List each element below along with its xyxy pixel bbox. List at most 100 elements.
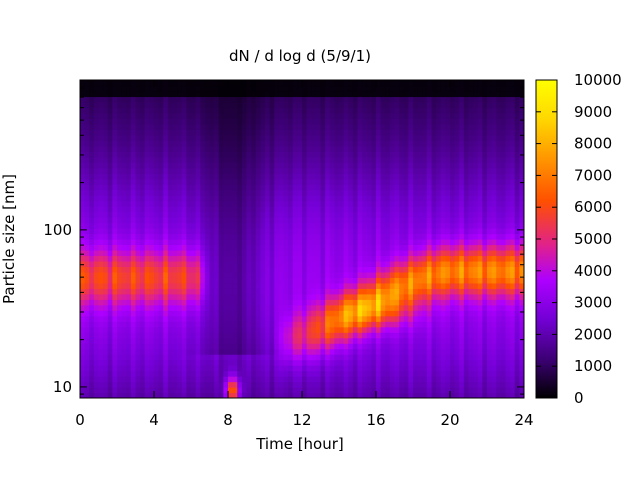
heatmap-cell [389, 129, 396, 136]
heatmap-cell [417, 156, 423, 163]
heatmap-cell [186, 337, 192, 344]
heatmap-cell [468, 282, 474, 289]
heatmap-cell [241, 129, 248, 136]
heatmap-cell [325, 381, 331, 388]
heatmap-cell [269, 101, 275, 109]
heatmap-cell [352, 387, 359, 394]
heatmap-cell [89, 140, 95, 147]
heatmap-cell [306, 271, 312, 278]
heatmap-cell [177, 255, 183, 262]
heatmap-cell [352, 151, 359, 158]
heatmap-cell [200, 332, 206, 339]
heatmap-cell [93, 255, 100, 262]
heatmap-cell [135, 343, 141, 350]
heatmap-cell [269, 260, 275, 268]
heatmap-cell [297, 293, 303, 300]
heatmap-cell [177, 211, 183, 218]
heatmap-cell [450, 370, 456, 377]
heatmap-cell [98, 96, 104, 103]
heatmap-cell [325, 167, 331, 174]
heatmap-cell [140, 156, 146, 163]
heatmap-cell [413, 293, 419, 300]
heatmap-cell [417, 178, 423, 185]
heatmap-cell [413, 370, 419, 377]
heatmap-cell [311, 271, 317, 278]
heatmap-cell [251, 140, 257, 147]
heatmap-cell [343, 129, 349, 136]
heatmap-cell [440, 326, 446, 333]
heatmap-cell [315, 260, 322, 268]
heatmap-cell [320, 288, 326, 295]
heatmap-cell [348, 304, 354, 311]
heatmap-cell [302, 249, 308, 257]
heatmap-cell [191, 80, 197, 87]
heatmap-cell [385, 112, 391, 119]
heatmap-cell [385, 140, 391, 147]
heatmap-cell [366, 211, 372, 218]
heatmap-cell [214, 228, 220, 235]
heatmap-cell [98, 123, 104, 130]
heatmap-cell [357, 145, 363, 152]
heatmap-cell [394, 260, 400, 268]
heatmap-cell [431, 101, 437, 109]
heatmap-cell [274, 173, 280, 180]
heatmap-cell [107, 310, 113, 317]
heatmap-cell [288, 151, 294, 158]
heatmap-cell [195, 282, 201, 289]
heatmap-cell [376, 271, 382, 278]
heatmap-cell [334, 211, 340, 218]
heatmap-cell [371, 244, 377, 251]
heatmap-cell [191, 156, 197, 163]
heatmap-cells [80, 80, 524, 398]
heatmap-cell [260, 277, 266, 284]
heatmap-cell [292, 206, 298, 213]
heatmap-cell [241, 365, 248, 372]
heatmap-cell [278, 255, 285, 262]
heatmap-cell [107, 271, 113, 278]
heatmap-cell [200, 217, 206, 224]
heatmap-cell [251, 134, 257, 141]
heatmap-cell [385, 200, 391, 207]
heatmap-cell [195, 332, 201, 339]
heatmap-cell [445, 195, 451, 202]
heatmap-cell [269, 90, 275, 98]
heatmap-cell [422, 288, 428, 295]
heatmap-cell [98, 299, 104, 306]
heatmap-cell [223, 370, 229, 377]
heatmap-cell [288, 217, 294, 224]
heatmap-cell [413, 255, 419, 262]
heatmap-cell [144, 101, 150, 109]
heatmap-cell [399, 189, 405, 196]
heatmap-cell [223, 211, 229, 218]
heatmap-cell [454, 392, 460, 398]
heatmap-cell [292, 376, 298, 383]
heatmap-cell [306, 85, 312, 92]
heatmap-cell [209, 145, 215, 152]
heatmap-cell [445, 255, 451, 262]
heatmap-cell [366, 129, 372, 136]
heatmap-cell [158, 299, 164, 306]
heatmap-cell [348, 123, 354, 130]
heatmap-cell [218, 293, 224, 300]
heatmap-cell [348, 96, 354, 103]
heatmap-cell [352, 140, 359, 147]
heatmap-cell [288, 189, 294, 196]
heatmap-cell [408, 282, 414, 289]
heatmap-cell [399, 118, 405, 125]
heatmap-cell [320, 195, 326, 202]
heatmap-cell [352, 173, 359, 180]
heatmap-cell [352, 348, 359, 355]
heatmap-cell [385, 239, 391, 246]
heatmap-cell [265, 96, 271, 103]
heatmap-cell [343, 140, 349, 147]
heatmap-cell [107, 151, 113, 158]
heatmap-cell [315, 266, 322, 273]
heatmap-cell [306, 167, 312, 174]
heatmap-cell [394, 85, 400, 92]
heatmap-cell [200, 244, 206, 251]
heatmap-cell [413, 107, 419, 114]
heatmap-cell [223, 134, 229, 141]
heatmap-cell [237, 173, 243, 180]
heatmap-cell [343, 178, 349, 185]
heatmap-cell [329, 337, 335, 344]
